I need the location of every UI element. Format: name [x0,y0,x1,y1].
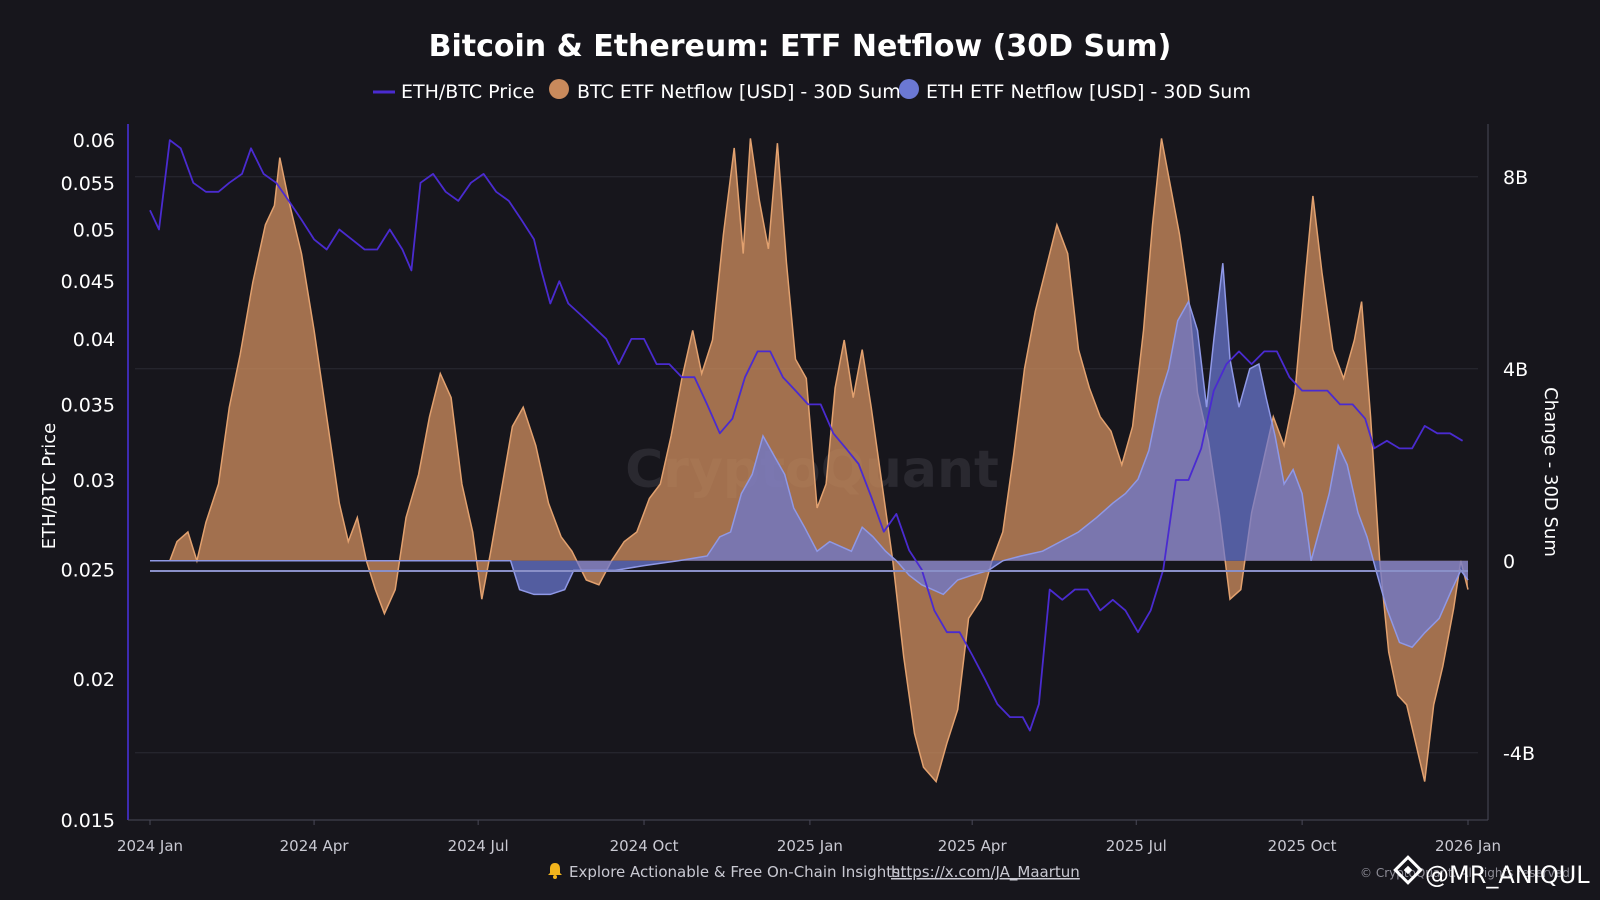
chart-title: Bitcoin & Ethereum: ETF Netflow (30D Sum… [429,29,1172,64]
x-tick-label: 2026 Jan [1435,837,1501,855]
x-tick-label: 2025 Jan [777,837,843,855]
x-axis-ticks: 2024 Jan 2024 Apr 2024 Jul 2024 Oct 2025 Jan… [117,820,1501,855]
legend-label: BTC ETF Netflow [USD] - 30D Sum [577,81,901,103]
x-tick-label: 2025 Oct [1268,837,1337,855]
legend-label: ETH/BTC Price [401,81,534,103]
eth-etf-netflow-area [150,263,1468,648]
left-tick-label: 0.06 [73,130,115,152]
legend-item-eth-etf-netflow[interactable]: ETH ETF Netflow [USD] - 30D Sum [899,79,1251,103]
left-axis-label: ETH/BTC Price [39,423,60,549]
legend-dot-marker [549,79,569,99]
right-axis-label: Change - 30D Sum [1540,387,1561,557]
left-tick-label: 0.05 [73,220,115,242]
overlay-handle: @MR_ANIQUL [1425,861,1590,889]
legend-item-eth-btc-price[interactable]: ETH/BTC Price [373,81,534,103]
x-tick-label: 2024 Jan [117,837,183,855]
footer-text: Explore Actionable & Free On-Chain Insig… [569,863,905,881]
left-tick-label: 0.04 [73,329,115,351]
x-tick-label: 2024 Oct [610,837,679,855]
right-axis-ticks: -4B 0 4B 8B [1503,167,1535,765]
legend-dot-marker [899,79,919,99]
legend-item-btc-etf-netflow[interactable]: BTC ETF Netflow [USD] - 30D Sum [549,79,901,103]
left-tick-label: 0.02 [73,669,115,691]
eth-btc-price-series [149,139,1464,732]
eth-etf-netflow-line [150,263,1469,649]
left-tick-label: 0.03 [73,470,115,492]
btc-etf-netflow-area [150,138,1468,782]
left-tick-label: 0.045 [61,271,115,293]
eth-btc-price-line [149,139,1464,732]
right-tick-label: 8B [1503,167,1528,189]
footer: Explore Actionable & Free On-Chain Insig… [548,855,1590,889]
x-tick-label: 2024 Jul [448,837,509,855]
footer-link[interactable]: https://x.com/JA_Maartun [891,863,1080,882]
x-tick-label: 2025 Apr [938,837,1008,855]
left-tick-label: 0.025 [61,559,115,581]
left-tick-label: 0.035 [61,394,115,416]
legend-label: ETH ETF Netflow [USD] - 30D Sum [926,81,1251,103]
legend: ETH/BTC Price BTC ETF Netflow [USD] - 30… [373,79,1251,103]
right-tick-label: 0 [1503,551,1515,573]
left-axis-ticks: 0.015 0.02 0.025 0.03 0.035 0.04 0.045 0.05 0.05… [61,130,115,832]
x-tick-label: 2025 Jul [1106,837,1167,855]
x-tick-label: 2024 Apr [280,837,350,855]
left-tick-label: 0.055 [61,173,115,195]
right-tick-label: -4B [1503,743,1535,765]
eth-etf-series [150,263,1469,649]
left-tick-label: 0.015 [61,810,115,832]
right-tick-label: 4B [1503,359,1528,381]
bell-icon [548,863,562,879]
